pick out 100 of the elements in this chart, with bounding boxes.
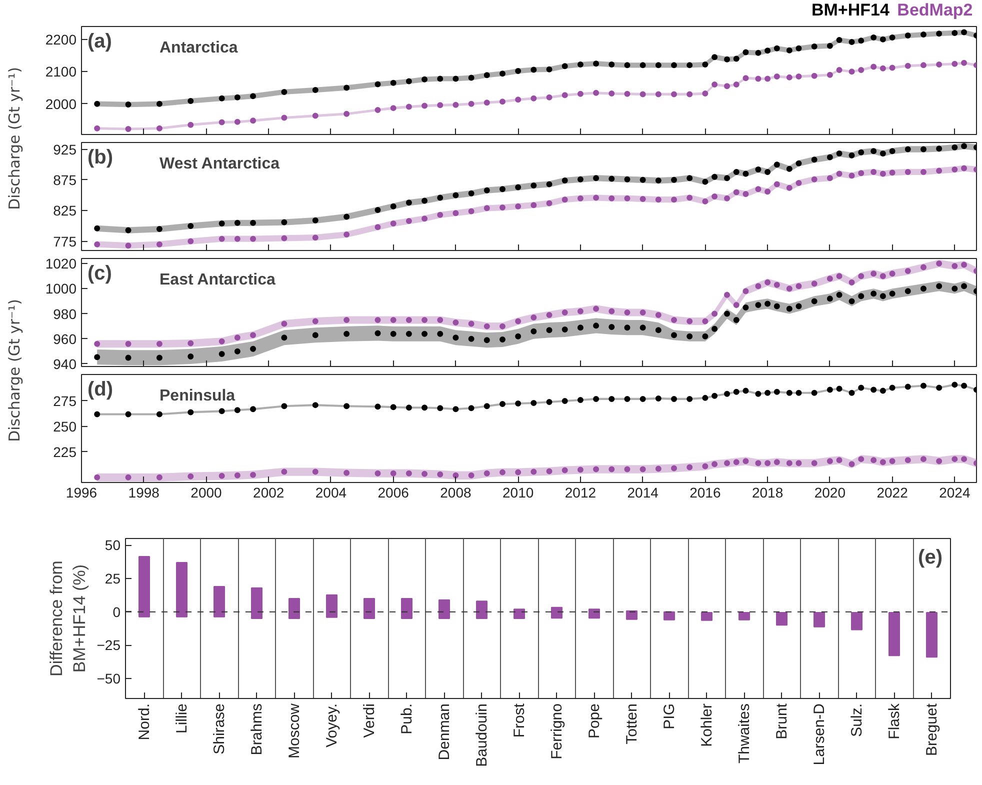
point [125, 354, 132, 361]
point [904, 32, 911, 39]
point [858, 149, 864, 156]
point [961, 165, 968, 172]
point [870, 168, 877, 175]
point [961, 60, 968, 66]
point [733, 459, 740, 466]
point [344, 84, 350, 91]
point [624, 466, 630, 472]
y-tick-label: 50 [104, 537, 121, 554]
bar [438, 599, 450, 619]
point [312, 234, 318, 241]
point [422, 317, 428, 324]
point [437, 330, 444, 337]
x-tick-label: Sulz. [848, 703, 866, 737]
point [624, 195, 630, 202]
point [724, 83, 730, 90]
x-tick-label: Larsen-D [810, 703, 828, 766]
point [624, 324, 630, 331]
point [437, 102, 444, 108]
bar [214, 586, 225, 618]
point [848, 390, 855, 396]
point [546, 399, 552, 406]
point [374, 207, 381, 213]
point [468, 190, 474, 196]
point [218, 95, 225, 102]
point [406, 200, 412, 206]
x-tick-label: Thwaites [736, 703, 753, 764]
y-tick-label: 2100 [45, 64, 77, 80]
point [608, 90, 615, 97]
point [188, 238, 194, 244]
point [312, 217, 318, 224]
x-tick-label: Pope [586, 703, 603, 739]
point [125, 227, 132, 234]
x-tick-label: 2000 [190, 484, 222, 500]
point [624, 310, 630, 316]
point [156, 340, 162, 347]
y-tick-label: 0 [112, 604, 121, 620]
point [125, 126, 132, 132]
point [250, 472, 256, 478]
point [546, 94, 552, 100]
point [344, 214, 350, 220]
x-tick-label: Ferrigno [548, 703, 566, 760]
point [530, 95, 537, 102]
point [826, 458, 833, 464]
point [724, 460, 730, 466]
point [499, 98, 506, 105]
point [712, 392, 718, 399]
x-tick-label: 2020 [814, 484, 846, 500]
point [156, 226, 162, 232]
point [640, 396, 646, 402]
point [608, 396, 615, 402]
point [858, 273, 864, 280]
point [904, 268, 911, 274]
point [889, 64, 896, 71]
point [562, 196, 568, 203]
point [515, 333, 522, 340]
point [870, 386, 877, 393]
point [826, 175, 833, 182]
y-tick-label: 960 [53, 330, 77, 347]
point [786, 184, 792, 191]
point [546, 312, 552, 318]
point [484, 323, 490, 330]
x-tick-label: Moscow [286, 703, 303, 759]
bar [514, 608, 525, 619]
point [880, 459, 886, 466]
y-tick-label: 2000 [45, 96, 77, 112]
point [624, 62, 630, 68]
point [94, 100, 100, 107]
x-tick-label: 2002 [253, 484, 284, 500]
point [755, 283, 762, 290]
point [870, 290, 877, 297]
point [880, 36, 886, 42]
point [530, 328, 537, 334]
annotation: (a) [88, 30, 112, 52]
point [686, 194, 693, 201]
point [764, 390, 771, 396]
point [870, 457, 877, 464]
point [848, 38, 855, 45]
bar [401, 598, 412, 619]
point [452, 210, 459, 216]
point [920, 264, 926, 270]
x-tick-label: Shirase [210, 704, 228, 754]
bar [288, 598, 300, 619]
point [858, 67, 864, 74]
bar [701, 612, 712, 621]
bar [776, 612, 788, 626]
point [281, 334, 288, 341]
point [374, 81, 381, 88]
point [515, 96, 522, 103]
point [94, 354, 100, 360]
point [836, 386, 842, 392]
point [870, 148, 877, 154]
point [577, 396, 584, 403]
x-tick-label: 2012 [564, 484, 596, 500]
point [826, 42, 833, 49]
point [422, 76, 428, 82]
point [608, 466, 615, 472]
point [889, 458, 896, 464]
x-tick-label: Voyey. [323, 703, 340, 748]
